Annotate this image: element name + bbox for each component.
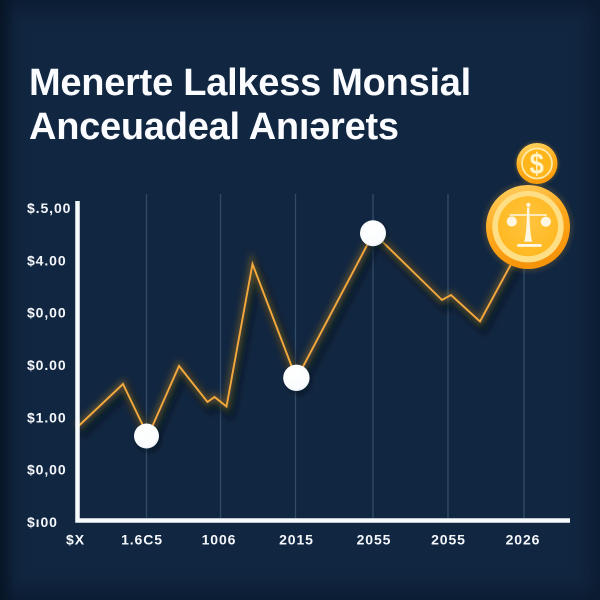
svg-text:2015: 2015 — [279, 532, 314, 548]
svg-text:$4.00: $4.00 — [27, 253, 67, 269]
svg-text:$0.00: $0.00 — [27, 357, 67, 373]
svg-text:2055: 2055 — [357, 532, 392, 548]
svg-text:$0,00: $0,00 — [27, 305, 67, 321]
svg-text:1006: 1006 — [202, 532, 237, 548]
svg-text:$ı00: $ı00 — [27, 514, 58, 530]
svg-text:$0,00: $0,00 — [27, 462, 67, 478]
svg-text:$: $ — [530, 147, 544, 180]
svg-text:2055: 2055 — [431, 532, 466, 548]
svg-text:$1.00: $1.00 — [27, 410, 67, 426]
svg-text:$X: $X — [66, 532, 85, 548]
svg-text:1.6C5: 1.6C5 — [121, 532, 163, 548]
svg-text:$.5,00: $.5,00 — [27, 200, 71, 216]
svg-text:2026: 2026 — [506, 532, 541, 548]
